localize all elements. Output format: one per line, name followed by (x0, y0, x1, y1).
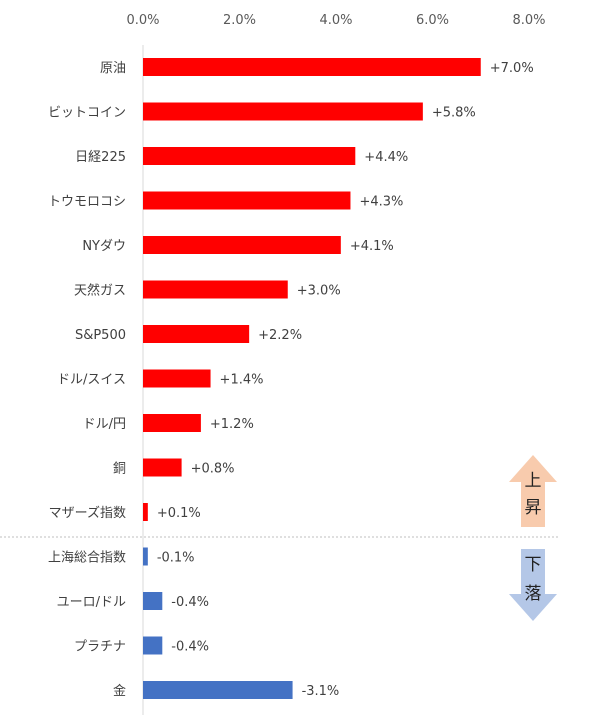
down-label-2: 落 (525, 584, 542, 604)
category-label: トウモロコシ (48, 195, 126, 210)
bar (143, 191, 351, 210)
bar (143, 280, 288, 299)
bar (143, 236, 341, 254)
data-label: +4.3% (359, 195, 403, 210)
data-label: +5.8% (432, 106, 476, 121)
bar (143, 147, 356, 165)
bar (143, 547, 148, 566)
bar (143, 503, 148, 521)
down-arrow-icon: 下 落 (509, 549, 557, 621)
category-label: ビットコイン (48, 106, 126, 121)
x-tick-label: 2.0% (223, 13, 256, 28)
bar (143, 592, 163, 610)
category-label: 金 (113, 683, 126, 699)
bar (143, 636, 163, 655)
data-label: +1.2% (210, 417, 254, 432)
data-label: -0.4% (171, 595, 209, 610)
data-label: -0.4% (171, 640, 209, 655)
data-label: +4.4% (364, 150, 408, 165)
x-tick-label: 8.0% (512, 13, 545, 28)
category-label: ドル/スイス (57, 373, 126, 388)
x-tick-label: 6.0% (416, 13, 449, 28)
category-label: 日経225 (75, 150, 126, 165)
category-label: S&P500 (75, 328, 126, 343)
data-label: +0.1% (157, 506, 201, 521)
category-label: プラチナ (74, 640, 126, 655)
category-label: 上海総合指数 (48, 551, 126, 566)
category-label: NYダウ (82, 239, 126, 254)
data-label: +4.1% (350, 239, 394, 254)
up-label-1: 上 (525, 471, 542, 491)
category-label: ユーロ/ドル (57, 595, 126, 610)
data-label: +1.4% (220, 373, 264, 388)
category-label: 銅 (113, 462, 126, 477)
category-label: 天然ガス (74, 283, 126, 299)
data-label: -3.1% (302, 684, 340, 699)
data-label: +2.2% (258, 328, 302, 343)
bar (143, 681, 293, 699)
data-label: +3.0% (297, 284, 341, 299)
data-label: +0.8% (191, 462, 235, 477)
bar (143, 458, 182, 477)
x-tick-label: 4.0% (319, 13, 352, 28)
bar (143, 369, 211, 388)
down-label-1: 下 (525, 555, 542, 575)
category-label: ドル/円 (83, 417, 126, 432)
data-label: +7.0% (490, 61, 534, 76)
up-label-2: 昇 (525, 498, 542, 518)
bar (143, 414, 201, 432)
bar (143, 58, 481, 76)
category-label: 原油 (100, 61, 126, 76)
x-tick-label: 0.0% (126, 13, 159, 28)
category-label: マザーズ指数 (49, 505, 126, 521)
bar (143, 102, 423, 121)
up-arrow-icon: 上 昇 (509, 455, 557, 527)
bar (143, 325, 250, 343)
data-label: -0.1% (157, 551, 195, 566)
